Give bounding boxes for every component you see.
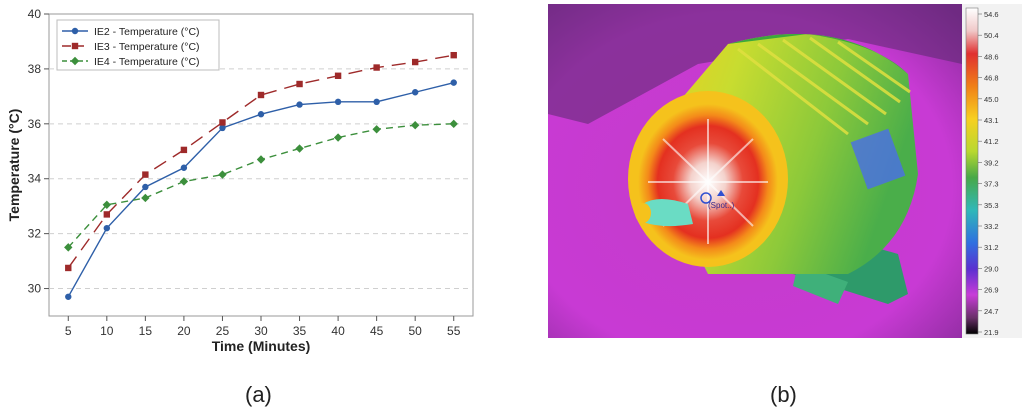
- data-point: [219, 124, 226, 132]
- scale-label: 33.2: [984, 222, 999, 231]
- x-tick-label: 15: [139, 324, 153, 338]
- legend-marker: [71, 27, 79, 35]
- data-point: [373, 98, 380, 106]
- data-point: [334, 72, 342, 79]
- x-tick-label: 25: [216, 324, 230, 338]
- x-tick-label: 20: [177, 324, 191, 338]
- scale-label: 37.3: [984, 180, 999, 189]
- shaft-end: [635, 203, 651, 223]
- x-tick-label: 55: [447, 324, 461, 338]
- scale-label: 45.0: [984, 95, 999, 104]
- data-point: [257, 91, 265, 99]
- data-point: [257, 111, 265, 118]
- data-point: [65, 293, 72, 300]
- data-point: [65, 264, 72, 272]
- scale-label: 26.9: [984, 286, 999, 295]
- motor-hot-side: [850, 128, 906, 190]
- x-axis-label: Time (Minutes): [212, 338, 311, 354]
- shadow-region: [548, 4, 962, 124]
- legend-marker: [70, 56, 80, 66]
- x-tick-label: 5: [65, 324, 72, 338]
- caption-a: (a): [245, 382, 272, 407]
- legend: IE2 - Temperature (°C) IE3 - Temperature …: [56, 19, 220, 71]
- scale-label: 31.2: [984, 243, 999, 252]
- data-point: [373, 64, 380, 71]
- data-point: [372, 125, 381, 134]
- x-tick-label: 30: [254, 324, 268, 338]
- legend-box: [56, 19, 220, 71]
- data-point: [180, 164, 188, 171]
- scale-label: 24.7: [984, 307, 999, 316]
- scale-label: 48.6: [984, 52, 999, 61]
- y-tick-label: 34: [28, 172, 42, 186]
- data-point: [296, 80, 303, 88]
- data-point: [411, 89, 419, 96]
- data-point: [333, 133, 343, 142]
- x-tick-label: 35: [293, 324, 307, 338]
- y-tick-label: 30: [28, 282, 42, 296]
- data-point: [295, 144, 304, 153]
- data-point: [449, 119, 458, 129]
- x-tick-label: 45: [370, 324, 384, 338]
- spot-crosshair: (Spot..): [700, 190, 735, 210]
- x-tick-label: 50: [409, 324, 423, 338]
- data-point: [450, 51, 457, 59]
- data-point: [180, 146, 188, 154]
- spot-label: (Spot..): [708, 201, 735, 210]
- scale-label: 54.6: [984, 10, 999, 19]
- legend-entry: IE2 - Temperature (°C): [94, 26, 200, 38]
- scale-label: 50.4: [984, 31, 999, 40]
- data-point: [142, 171, 149, 178]
- data-point: [411, 58, 419, 66]
- scale-label: 39.2: [984, 158, 999, 167]
- data-point: [142, 183, 149, 191]
- y-axis-label: Temperature (°C): [6, 109, 22, 222]
- series-3: [64, 119, 458, 252]
- scale-label: 21.9: [984, 328, 999, 337]
- legend-marker: [71, 42, 79, 50]
- caption-b: (b): [770, 382, 797, 407]
- series-2: [65, 51, 457, 272]
- data-point: [64, 243, 73, 252]
- scale-label: 41.2: [984, 137, 999, 146]
- data-point: [218, 170, 227, 179]
- data-point: [334, 98, 342, 106]
- data-point: [179, 177, 189, 186]
- x-tick-label: 10: [100, 324, 114, 338]
- data-point: [256, 155, 266, 164]
- series-1: [65, 79, 457, 300]
- x-tick-label: 40: [331, 324, 345, 338]
- y-tick-label: 38: [28, 62, 42, 76]
- y-tick-label: 40: [28, 7, 42, 21]
- thermal-color-bar: [965, 7, 979, 335]
- data-point: [103, 211, 111, 218]
- temperature-line-chart: 30 32 34 36 38 40 5 10 15 20 25 30 35 40 45 50 55 Time (…: [6, 7, 474, 354]
- motor-shaft: [643, 199, 693, 227]
- scale-label: 35.3: [984, 201, 999, 210]
- data-point: [103, 224, 111, 232]
- scale-label: 43.1: [984, 116, 999, 125]
- legend-entry: IE4 - Temperature (°C): [94, 56, 200, 68]
- y-tick-label: 32: [28, 227, 42, 241]
- thermal-image-panel: (Spot..) 54.6 50.4 48.6 46.8 45.0 43.1 41.2 39.…: [548, 4, 1022, 338]
- data-point: [141, 193, 150, 203]
- data-point: [296, 101, 303, 108]
- scale-label: 46.8: [984, 74, 999, 83]
- cooling-fins: [737, 36, 911, 136]
- legend-entry: IE3 - Temperature (°C): [94, 41, 200, 53]
- y-tick-label: 36: [28, 117, 42, 131]
- data-point: [219, 119, 226, 126]
- data-point: [410, 120, 420, 130]
- scale-label: 29.0: [984, 264, 999, 273]
- data-point: [102, 200, 112, 210]
- data-point: [450, 79, 457, 86]
